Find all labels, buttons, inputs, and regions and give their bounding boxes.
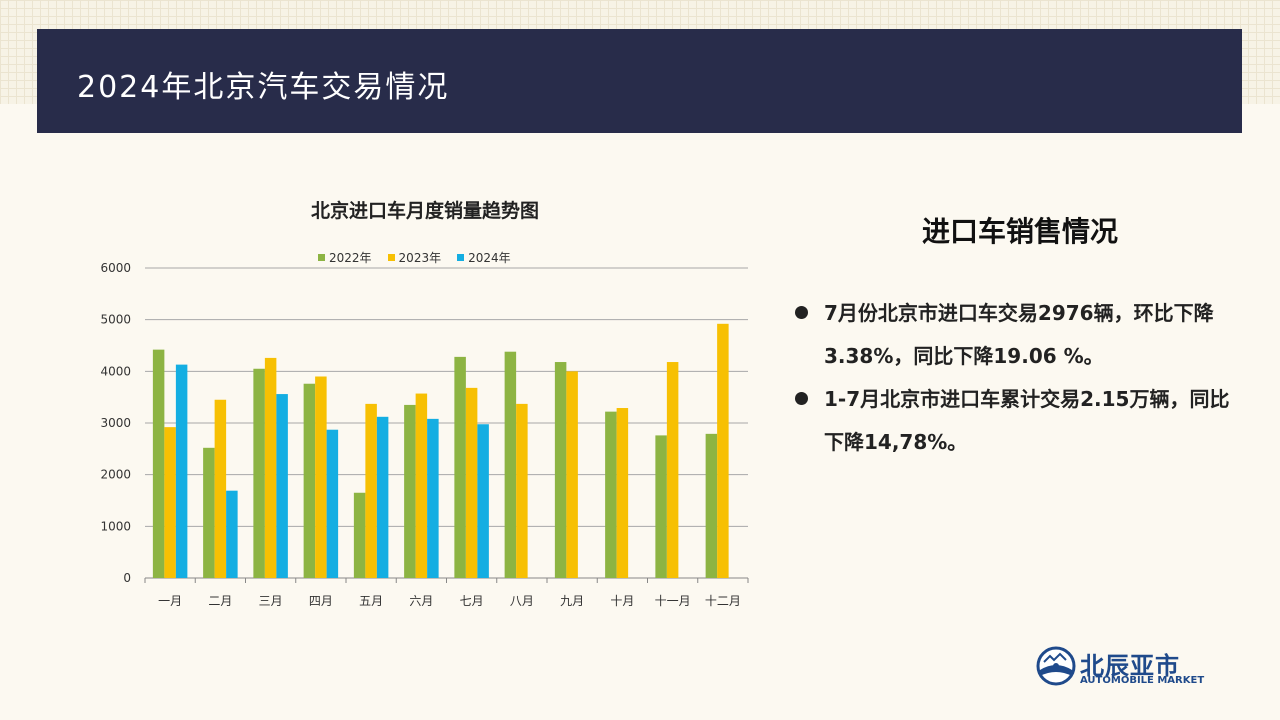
x-tick-label: 四月 <box>309 594 333 608</box>
x-tick-label: 十二月 <box>705 594 741 608</box>
y-tick-label: 4000 <box>100 364 131 378</box>
bar-2023年 <box>264 357 277 578</box>
bar-2022年 <box>152 349 165 578</box>
bar-2023年 <box>666 362 679 578</box>
bar-2023年 <box>566 371 578 578</box>
bar-2023年 <box>616 408 629 578</box>
logo-text-cn: 北辰亚市 <box>1080 652 1180 680</box>
x-tick-label: 二月 <box>208 594 232 608</box>
bar-2022年 <box>705 433 718 578</box>
bar-2024年 <box>276 394 288 578</box>
bullet-dot-icon <box>795 306 808 319</box>
bar-2023年 <box>365 403 377 578</box>
x-tick-label: 九月 <box>560 594 584 608</box>
bullet-text: 7月份北京市进口车交易2976辆，环比下降3.38%，同比下降19.06 %。 <box>824 301 1214 368</box>
x-tick-label: 五月 <box>359 594 383 608</box>
section-heading: 进口车销售情况 <box>921 215 1118 248</box>
legend-swatch-2022 <box>318 254 325 261</box>
bullet-dot-icon <box>795 392 808 405</box>
legend-label-2024: 2024年 <box>468 251 511 265</box>
y-tick-label: 3000 <box>100 416 131 430</box>
legend-swatch-2024 <box>457 254 465 261</box>
y-tick-label: 6000 <box>100 261 131 275</box>
chart-legend: 2022年 2023年 2024年 <box>318 249 511 266</box>
company-logo: 北辰亚市 AUTOMOBILE MARKET <box>1036 646 1216 690</box>
bar-2024年 <box>326 429 339 578</box>
chart-title: 北京进口车月度销量趋势图 <box>310 200 539 222</box>
legend-label-2022: 2022年 <box>329 251 372 265</box>
bar-2023年 <box>717 323 729 578</box>
bar-2023年 <box>415 393 428 578</box>
bar-2022年 <box>203 447 215 578</box>
bar-2022年 <box>605 411 617 578</box>
bar-2022年 <box>353 492 366 578</box>
x-tick-label: 一月 <box>158 594 182 608</box>
bar-2023年 <box>465 387 478 578</box>
bullet-text: 1-7月北京市进口车累计交易2.15万辆，同比下降14,78%。 <box>824 387 1230 454</box>
bar-2022年 <box>655 435 667 578</box>
import-sales-panel: 进口车销售情况 7月份北京市进口车交易2976辆，环比下降3.38%，同比下降1… <box>790 210 1230 464</box>
legend-item-2024: 2024年 <box>457 249 511 266</box>
legend-swatch-2023 <box>387 254 395 261</box>
x-tick-label: 十一月 <box>655 594 691 608</box>
logo-text-en: AUTOMOBILE MARKET <box>1080 675 1205 686</box>
bullet-item: 1-7月北京市进口车累计交易2.15万辆，同比下降14,78%。 <box>790 378 1230 464</box>
legend-label-2023: 2023年 <box>398 251 442 265</box>
x-tick-label: 七月 <box>460 594 484 608</box>
x-tick-label: 三月 <box>259 594 283 608</box>
y-tick-label: 1000 <box>100 519 131 533</box>
bar-2022年 <box>303 383 316 578</box>
bar-2023年 <box>315 376 327 578</box>
bar-2023年 <box>214 399 227 578</box>
y-tick-label: 5000 <box>100 313 131 327</box>
x-tick-label: 八月 <box>510 594 534 608</box>
bar-2024年 <box>477 424 489 578</box>
x-tick-label: 十月 <box>610 594 634 608</box>
bullet-item: 7月份北京市进口车交易2976辆，环比下降3.38%，同比下降19.06 %。 <box>790 292 1230 378</box>
bar-2024年 <box>226 490 238 578</box>
y-tick-label: 2000 <box>100 468 131 482</box>
bar-2024年 <box>175 364 188 578</box>
bar-2022年 <box>504 351 517 578</box>
bar-chart: 北京进口车月度销量趋势图 2022年 2023年 2024年 0 1000 2000… <box>80 180 770 620</box>
page-title: 2024年北京汽车交易情况 <box>77 70 450 105</box>
x-tick-label: 六月 <box>409 594 433 608</box>
logo-globe-icon <box>1036 646 1076 686</box>
bar-2023年 <box>516 403 528 578</box>
title-bar: 2024年北京汽车交易情况 <box>37 29 1242 133</box>
bar-2023年 <box>164 427 176 578</box>
legend-item-2023: 2023年 <box>387 249 442 266</box>
bar-2022年 <box>454 356 466 578</box>
bar-2022年 <box>554 362 567 578</box>
bar-2022年 <box>253 368 265 578</box>
bar-2024年 <box>376 416 389 578</box>
legend-item-2022: 2022年 <box>318 249 372 266</box>
chart-plot-area: 0 1000 2000 3000 4000 5000 6000 一月 二月 三月 四月 五月 六月 七月 八… <box>100 261 749 608</box>
bar-2022年 <box>404 404 416 578</box>
bar-2024年 <box>427 418 439 578</box>
bullet-list: 7月份北京市进口车交易2976辆，环比下降3.38%，同比下降19.06 %。 … <box>790 292 1230 464</box>
y-tick-label: 0 <box>123 571 131 585</box>
